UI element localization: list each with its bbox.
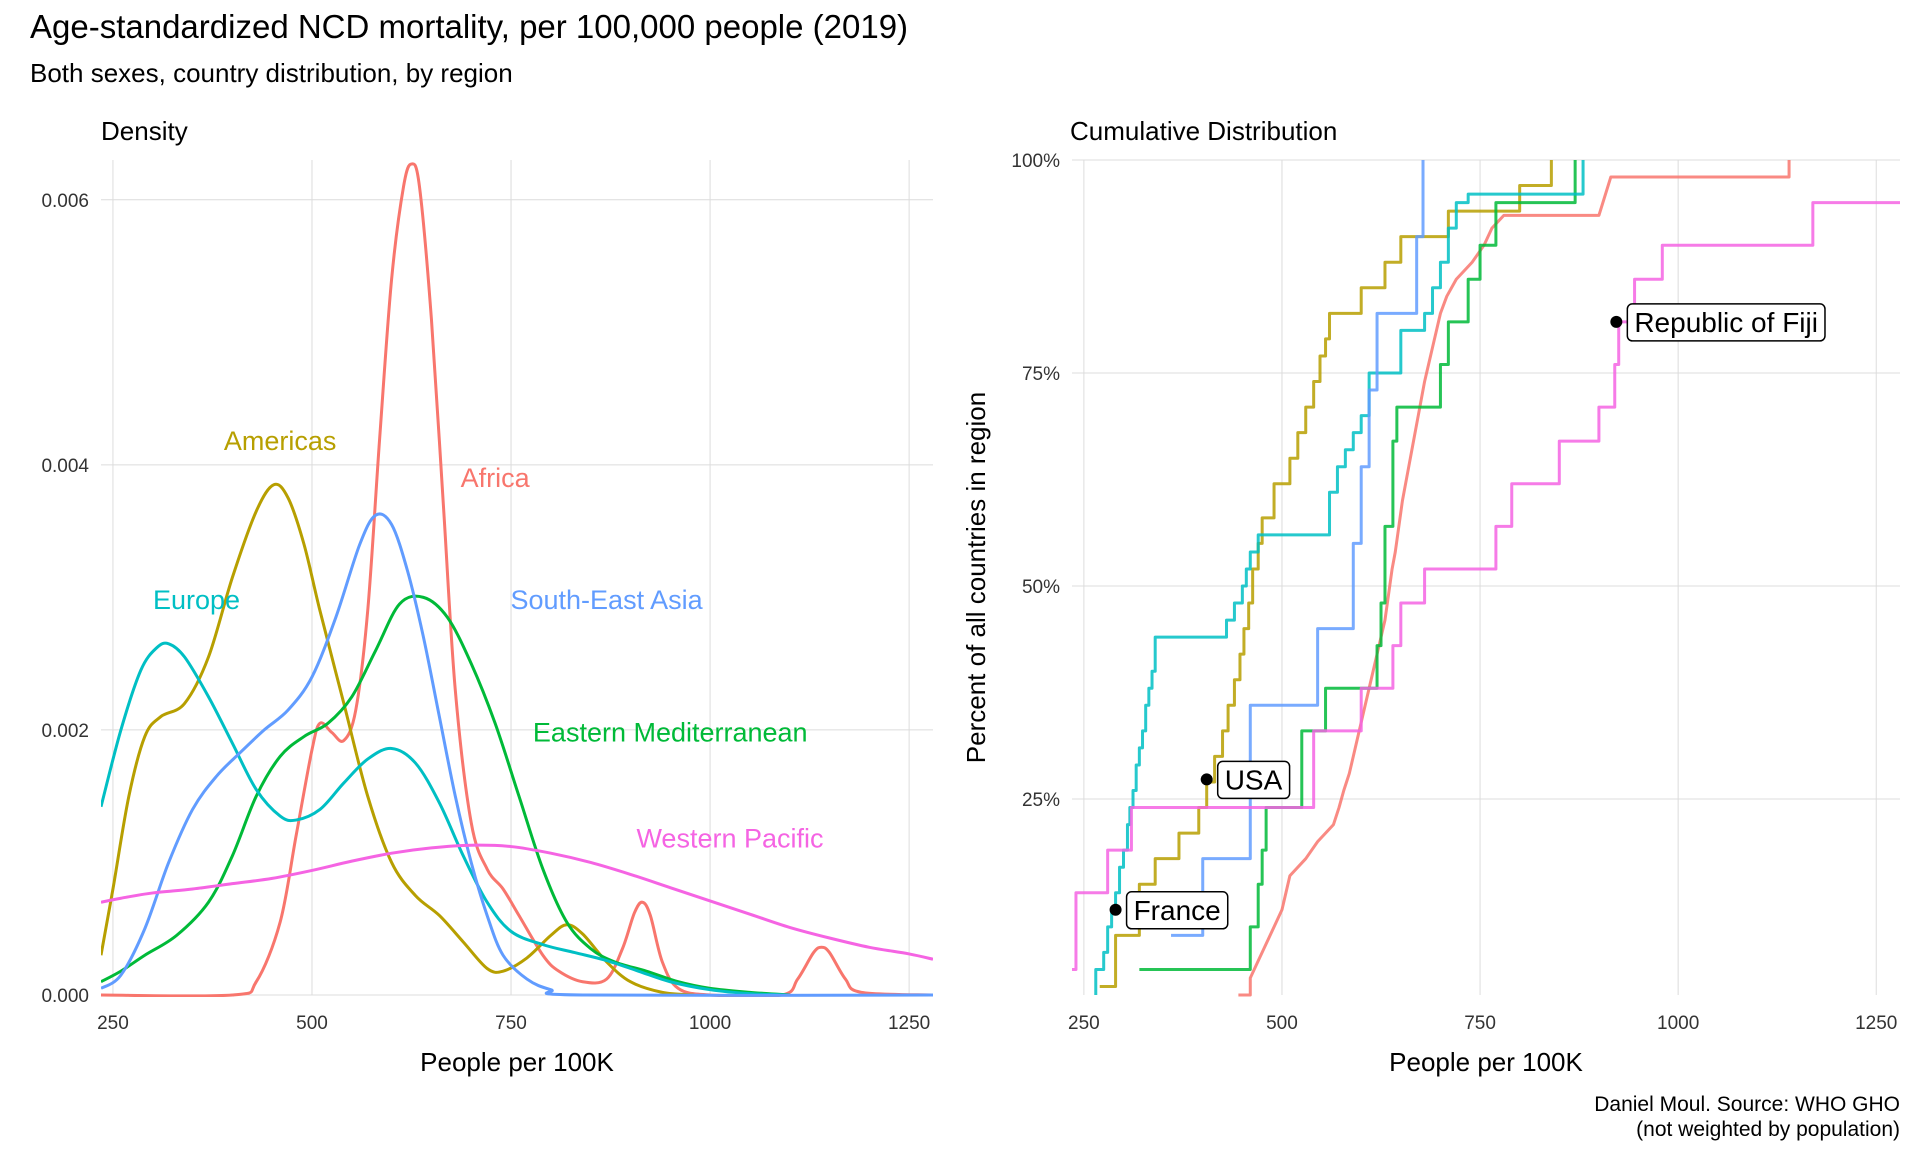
caption-line-1: Daniel Moul. Source: WHO GHO — [1594, 1093, 1900, 1116]
series-line-south-east-asia — [101, 512, 933, 997]
series-line-eastern-mediterranean — [101, 594, 790, 997]
panel-title: Density — [101, 116, 188, 146]
annotation-text: France — [1134, 895, 1221, 926]
chart-subtitle: Both sexes, country distribution, by reg… — [30, 58, 513, 88]
y-tick-label: 100% — [1011, 151, 1060, 172]
x-tick-label: 750 — [495, 1013, 527, 1034]
series-label-americas: Americas — [224, 426, 337, 456]
series-label-europe: Europe — [153, 585, 240, 615]
x-axis-label: People per 100K — [1389, 1047, 1583, 1077]
annotation-point — [1610, 315, 1623, 328]
annotation-text: Republic of Fiji — [1634, 307, 1818, 338]
caption-line-2: (not weighted by population) — [1636, 1118, 1900, 1141]
annotation-label: USA — [1216, 760, 1291, 800]
y-axis-label: Percent of all countries in region — [961, 392, 991, 763]
cdf-panel: 250 500 750 1000 1250 25% 50% 75% 100% Cumulative… — [961, 116, 1900, 1077]
series-label-south-east-asia: South-East Asia — [511, 585, 704, 615]
x-tick-label: 1250 — [1855, 1013, 1897, 1034]
series-label-eastern-mediterranean: Eastern Mediterranean — [533, 718, 808, 748]
x-tick-label: 1000 — [689, 1013, 731, 1034]
x-tick-label: 250 — [97, 1013, 129, 1034]
chart-title: Age-standardized NCD mortality, per 100,… — [30, 8, 909, 45]
series-label-western-pacific: Western Pacific — [636, 824, 823, 854]
annotation-point — [1109, 903, 1122, 916]
x-axis-label: People per 100K — [420, 1047, 614, 1077]
series-line-europe — [1094, 160, 1585, 995]
y-tick-label: 75% — [1022, 364, 1060, 385]
y-tick-label: 0.004 — [41, 456, 89, 477]
y-tick-label: 25% — [1022, 790, 1060, 811]
series-line-south-east-asia — [1171, 160, 1425, 937]
x-tick-label: 1250 — [888, 1013, 930, 1034]
y-tick-label: 0.002 — [41, 721, 89, 742]
chart-caption: Daniel Moul. Source: WHO GHO (not weight… — [1594, 1092, 1900, 1142]
series-line-eastern-mediterranean — [1139, 160, 1577, 971]
series-line-europe — [101, 641, 790, 997]
panel-title: Cumulative Distribution — [1070, 116, 1337, 146]
annotation-label: France — [1125, 891, 1229, 930]
series-lines — [1072, 160, 1900, 997]
annotation-text: USA — [1225, 764, 1283, 795]
annotation-point — [1200, 773, 1213, 786]
y-tick-label: 0.000 — [41, 986, 89, 1007]
series-label-africa: Africa — [461, 463, 531, 493]
x-tick-label: 750 — [1464, 1013, 1496, 1034]
series-line-western-pacific — [101, 843, 933, 961]
annotation-label: Republic of Fiji — [1626, 303, 1826, 342]
annotation-box — [1626, 303, 1826, 342]
x-tick-label: 1000 — [1657, 1013, 1699, 1034]
annotation-box — [1125, 891, 1229, 930]
x-tick-label: 250 — [1068, 1013, 1100, 1034]
series-line-africa — [1238, 160, 1791, 997]
x-tick-label: 500 — [296, 1013, 328, 1034]
series-lines — [101, 162, 933, 997]
y-tick-label: 0.006 — [41, 191, 89, 212]
series-line-americas — [1099, 160, 1553, 988]
x-tick-label: 500 — [1266, 1013, 1298, 1034]
y-tick-label: 50% — [1022, 577, 1060, 598]
density-panel: 250 500 750 1000 1250 0.000 0.002 0.004 0.006 Den… — [41, 116, 933, 1077]
annotation-box — [1216, 760, 1291, 800]
